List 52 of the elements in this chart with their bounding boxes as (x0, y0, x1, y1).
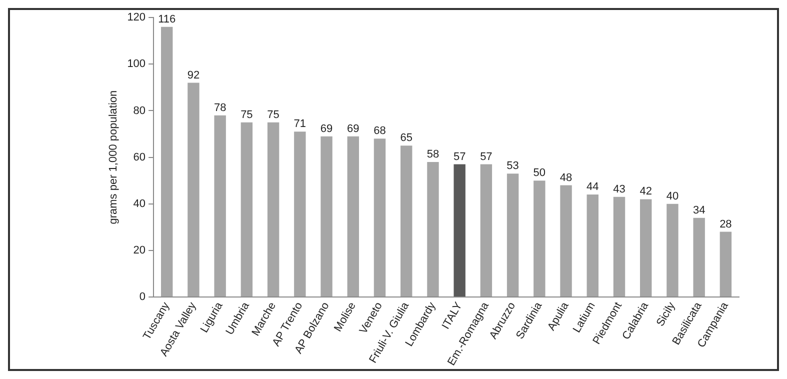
bar (294, 132, 306, 296)
bar (666, 204, 678, 296)
data-label: 48 (560, 172, 572, 184)
data-label: 69 (347, 122, 360, 135)
data-label: 50 (533, 167, 546, 180)
bar (613, 196, 626, 296)
bar (374, 138, 386, 296)
data-label: 71 (294, 118, 306, 130)
bar (640, 199, 652, 296)
data-label: 42 (640, 186, 652, 198)
bar (720, 232, 732, 296)
y-tick-label: 80 (133, 104, 146, 117)
bar (454, 164, 466, 296)
data-label: 40 (666, 190, 679, 202)
bar (693, 218, 705, 296)
bar (214, 115, 226, 296)
bar (427, 162, 439, 296)
y-axis-title: grams per 1,000 population (108, 90, 120, 224)
data-label: 44 (586, 181, 599, 194)
y-tick-label: 100 (127, 58, 146, 70)
bar (320, 136, 332, 296)
bar (480, 164, 492, 296)
data-label: 57 (480, 150, 492, 163)
data-label: 75 (240, 108, 253, 121)
bar (188, 82, 200, 296)
bar (240, 122, 253, 296)
bar (400, 146, 412, 296)
data-label: 58 (426, 148, 440, 160)
data-label: 28 (720, 218, 732, 230)
bar (534, 180, 546, 296)
data-label: 43 (613, 183, 626, 196)
y-tick-label: 60 (133, 151, 146, 164)
data-label: 68 (374, 125, 386, 138)
data-label: 69 (320, 122, 333, 135)
y-tick-label: 0 (139, 291, 146, 304)
bar (586, 194, 598, 296)
data-label: 75 (267, 108, 280, 121)
bar (347, 136, 359, 296)
y-tick-label: 20 (133, 244, 146, 256)
data-label: 116 (158, 13, 176, 26)
bar (560, 185, 572, 296)
y-tick-label: 40 (133, 198, 146, 210)
data-label: 57 (453, 150, 466, 163)
data-label: 53 (506, 160, 519, 172)
data-label: 92 (187, 69, 200, 82)
bar (506, 174, 519, 296)
data-label: 78 (214, 102, 226, 114)
bar (267, 122, 280, 296)
bar (161, 26, 173, 296)
y-tick-label: 120 (127, 12, 146, 24)
data-label: 34 (692, 204, 706, 216)
data-label: 65 (400, 132, 412, 144)
